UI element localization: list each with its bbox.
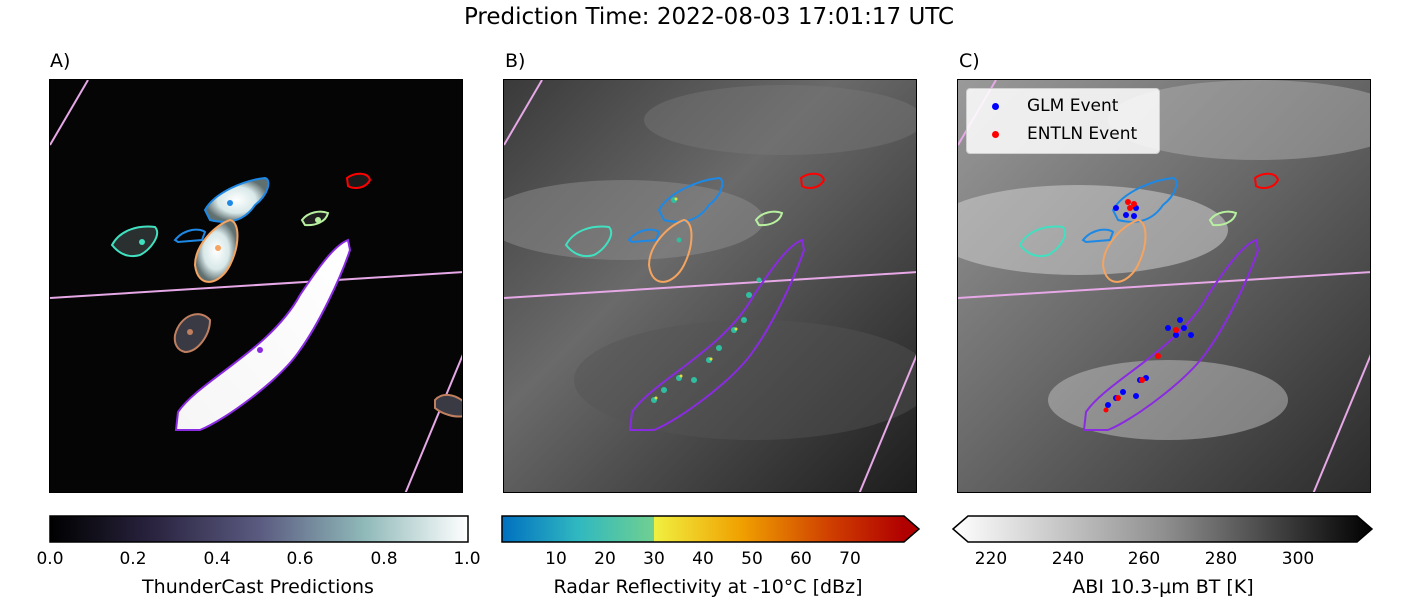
cb-a-tick-5: 1.0 — [453, 549, 481, 569]
legend-item-glm: GLM Event — [967, 93, 1118, 119]
colorbar-abi — [952, 515, 1374, 543]
cb-a-tick-2: 0.4 — [203, 549, 231, 569]
colorbar-c-label: ABI 10.3-μm BT [K] — [1072, 576, 1254, 598]
panel-b-image — [504, 80, 916, 492]
cb-b-tick-6: 70 — [839, 549, 861, 569]
legend-label-glm: GLM Event — [1027, 96, 1119, 116]
cb-a-tick-4: 0.8 — [370, 549, 398, 569]
cb-c-tick-1: 240 — [1051, 549, 1085, 569]
cb-b-tick-2: 30 — [643, 549, 665, 569]
cb-a-tick-3: 0.6 — [286, 549, 314, 569]
colorbar-b-label: Radar Reflectivity at -10°C [dBz] — [553, 576, 863, 598]
entln-event-points — [1103, 199, 1179, 413]
panel-c-label: C) — [959, 50, 980, 72]
legend-label-entln: ENTLN Event — [1027, 124, 1138, 144]
cb-a-tick-0: 0.0 — [36, 549, 64, 569]
panel-c-map — [957, 79, 1371, 493]
colorbar-a-label: ThunderCast Predictions — [142, 576, 374, 598]
legend-item-entln: ENTLN Event — [967, 121, 1137, 147]
panel-a-image — [50, 80, 462, 492]
colorbar-thundercast — [49, 515, 469, 543]
glm-marker-icon — [992, 102, 999, 110]
cb-c-tick-3: 280 — [1204, 549, 1238, 569]
cb-c-tick-4: 300 — [1281, 549, 1315, 569]
cb-c-tick-0: 220 — [974, 549, 1008, 569]
glm-event-points — [1105, 205, 1194, 408]
figure-title: Prediction Time: 2022-08-03 17:01:17 UTC — [463, 4, 955, 30]
panel-b-label: B) — [505, 50, 526, 72]
panel-a-map — [49, 79, 463, 493]
panel-c-image — [958, 80, 1370, 492]
cb-b-tick-3: 40 — [692, 549, 714, 569]
cb-b-tick-1: 20 — [594, 549, 616, 569]
panel-a-label: A) — [50, 50, 71, 72]
cb-b-tick-4: 50 — [741, 549, 763, 569]
colorbar-radar — [501, 515, 921, 543]
lightning-legend: GLM Event ENTLN Event — [966, 88, 1160, 154]
entln-marker-icon — [992, 130, 999, 138]
cb-b-tick-0: 10 — [545, 549, 567, 569]
panel-b-map — [503, 79, 917, 493]
cb-a-tick-1: 0.2 — [119, 549, 147, 569]
cb-b-tick-5: 60 — [790, 549, 812, 569]
cb-c-tick-2: 260 — [1127, 549, 1161, 569]
